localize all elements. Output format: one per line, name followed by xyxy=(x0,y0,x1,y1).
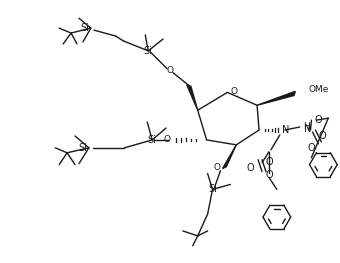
Text: O: O xyxy=(308,143,315,153)
Text: N: N xyxy=(282,125,289,135)
Text: H: H xyxy=(303,122,310,130)
Text: O: O xyxy=(265,170,273,180)
Text: Si: Si xyxy=(148,135,157,145)
Text: O: O xyxy=(246,163,254,173)
Text: O: O xyxy=(265,157,273,167)
Text: N: N xyxy=(304,124,311,134)
Text: O: O xyxy=(319,131,326,141)
Text: Si: Si xyxy=(80,23,89,33)
Text: O: O xyxy=(231,87,237,96)
Polygon shape xyxy=(257,91,295,105)
Polygon shape xyxy=(222,145,236,169)
Text: O: O xyxy=(314,115,322,125)
Text: O: O xyxy=(214,163,220,172)
Polygon shape xyxy=(187,85,198,110)
Text: Si: Si xyxy=(144,46,153,56)
Text: O: O xyxy=(167,66,173,75)
Text: Si: Si xyxy=(78,143,87,153)
Text: Si: Si xyxy=(208,184,217,194)
Text: OMe: OMe xyxy=(308,85,329,94)
Text: O: O xyxy=(164,135,171,144)
